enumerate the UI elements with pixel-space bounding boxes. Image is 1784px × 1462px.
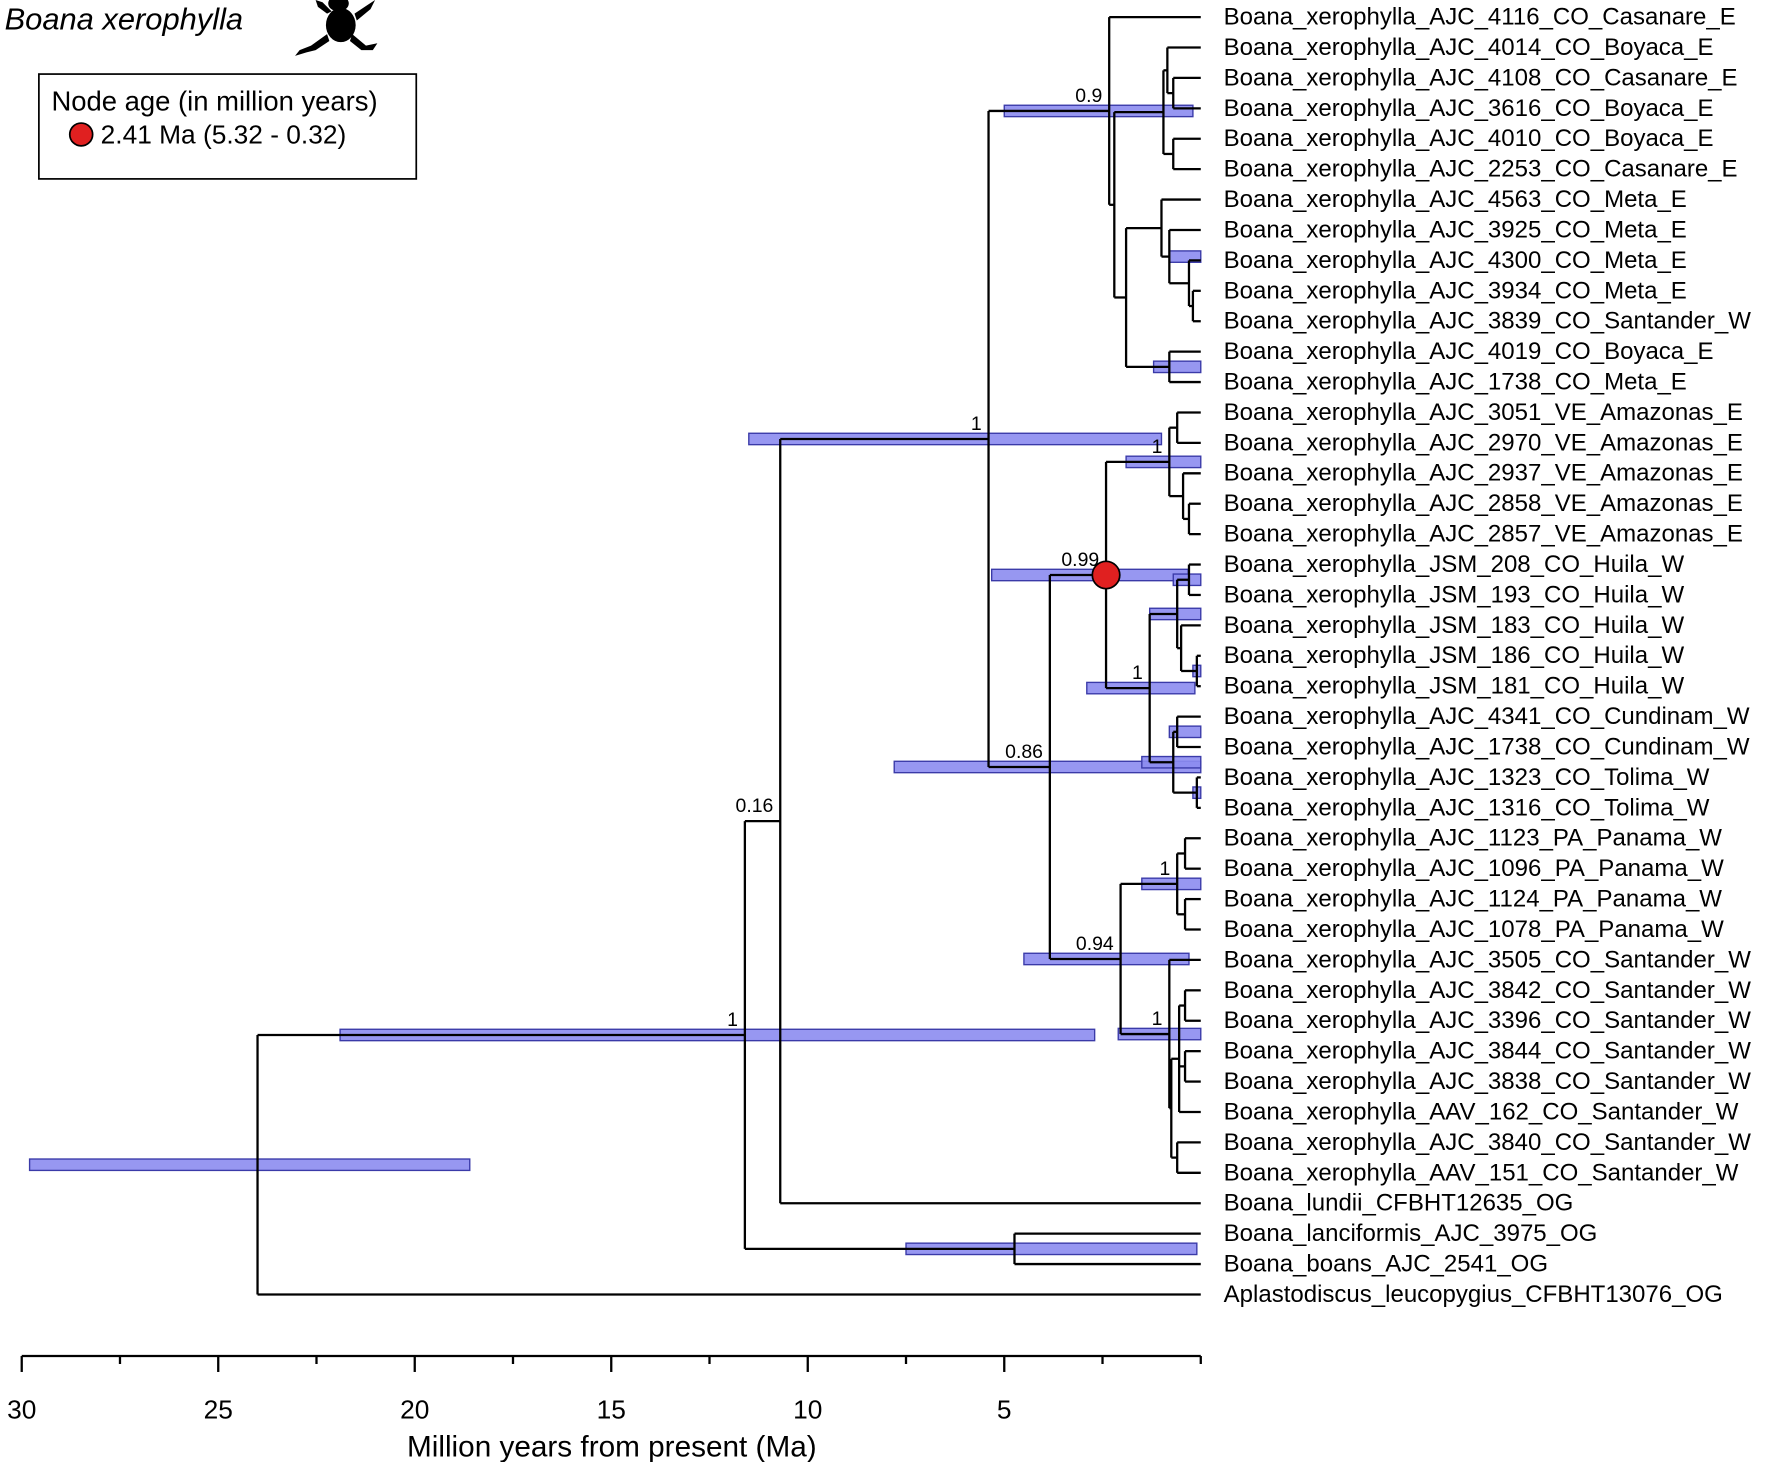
support-value: 1 <box>1152 436 1163 458</box>
support-value: 0.94 <box>1076 933 1114 955</box>
tip-label: Boana_xerophylla_AJC_4341_CO_Cundinam_W <box>1224 703 1750 730</box>
tip-label: Boana_xerophylla_AJC_4019_CO_Boyaca_E <box>1224 338 1714 365</box>
tip-label: Boana_lundii_CFBHT12635_OG <box>1224 1190 1574 1217</box>
support-value: 1 <box>971 413 982 435</box>
tip-label: Boana_xerophylla_AJC_3844_CO_Santander_W <box>1224 1038 1752 1065</box>
tip-label: Boana_xerophylla_JSM_183_CO_Huila_W <box>1224 612 1685 639</box>
x-tick-label: 5 <box>997 1395 1012 1425</box>
x-tick-label: 25 <box>204 1395 233 1425</box>
tip-label: Boana_xerophylla_AJC_3051_VE_Amazonas_E <box>1224 399 1743 426</box>
tip-label: Boana_xerophylla_AJC_2937_VE_Amazonas_E <box>1224 460 1743 487</box>
support-value: 1 <box>1160 858 1171 880</box>
tip-label: Boana_xerophylla_AJC_1738_CO_Meta_E <box>1224 369 1687 396</box>
tip-label: Boana_xerophylla_AJC_4300_CO_Meta_E <box>1224 247 1687 274</box>
tip-label: Boana_xerophylla_AJC_2858_VE_Amazonas_E <box>1224 490 1743 517</box>
frog-icon <box>295 0 378 56</box>
tip-label: Boana_xerophylla_AJC_3934_CO_Meta_E <box>1224 277 1687 304</box>
tip-label: Boana_lanciformis_AJC_3975_OG <box>1224 1220 1598 1247</box>
tip-label: Boana_xerophylla_AJC_1738_CO_Cundinam_W <box>1224 734 1750 761</box>
support-value: 0.99 <box>1061 549 1099 571</box>
title: Boana xerophylla <box>5 2 244 37</box>
hpd-bars <box>28 104 1202 1256</box>
axis-label: Million years from present (Ma) <box>407 1430 817 1462</box>
legend-box <box>38 73 418 180</box>
legend-heading: Node age (in million years) <box>51 86 377 117</box>
legend-text: 2.41 Ma (5.32 - 0.32) <box>101 120 347 150</box>
tip-label: Boana_xerophylla_JSM_208_CO_Huila_W <box>1224 551 1685 578</box>
tip-label: Boana_xerophylla_AJC_1096_PA_Panama_W <box>1224 855 1725 882</box>
tip-label: Boana_xerophylla_JSM_181_CO_Huila_W <box>1224 673 1685 700</box>
branches <box>256 15 1201 1296</box>
tip-label: Boana_boans_AJC_2541_OG <box>1224 1251 1548 1278</box>
hpd-bar <box>1168 725 1202 739</box>
tip-label: Boana_xerophylla_AJC_4014_CO_Boyaca_E <box>1224 34 1714 61</box>
x-tick-label: 15 <box>597 1395 626 1425</box>
tip-label: Boana_xerophylla_AJC_4108_CO_Casanare_E <box>1224 64 1738 91</box>
tip-label: Boana_xerophylla_AJC_3838_CO_Santander_W <box>1224 1068 1752 1095</box>
tip-label: Boana_xerophylla_AJC_3925_CO_Meta_E <box>1224 216 1687 243</box>
tip-label: Boana_xerophylla_JSM_186_CO_Huila_W <box>1224 642 1685 669</box>
legend-symbol <box>68 122 94 147</box>
support-value: 0.86 <box>1005 741 1043 763</box>
tip-label: Boana_xerophylla_AJC_4563_CO_Meta_E <box>1224 186 1687 213</box>
tip-label: Boana_xerophylla_AAV_151_CO_Santander_W <box>1224 1159 1739 1186</box>
x-tick-label: 30 <box>7 1395 36 1425</box>
legend: Node age (in million years) 2.41 Ma (5.3… <box>38 73 418 180</box>
tip-label: Boana_xerophylla_AJC_1323_CO_Tolima_W <box>1224 764 1710 791</box>
labels: 1 0.16 1 0.9 0.86 0.99 1 1 0.94 1 1 Boana_xerophyll… <box>727 4 1751 1308</box>
tip-label: Boana_xerophylla_AJC_3840_CO_Santander_W <box>1224 1129 1752 1156</box>
tip-label: Boana_xerophylla_AJC_3505_CO_Santander_W <box>1224 946 1752 973</box>
support-value: 0.9 <box>1075 85 1102 107</box>
tip-label: Boana_xerophylla_AJC_2253_CO_Casanare_E <box>1224 156 1738 183</box>
support-value: 1 <box>1132 662 1143 684</box>
tip-label: Boana_xerophylla_AJC_4116_CO_Casanare_E <box>1224 4 1736 31</box>
x-tick-label: 10 <box>793 1395 822 1425</box>
support-value: 1 <box>1152 1008 1163 1030</box>
tip-label: Boana_xerophylla_JSM_193_CO_Huila_W <box>1224 581 1685 608</box>
support-value: 1 <box>727 1009 738 1031</box>
tip-label: Boana_xerophylla_AAV_162_CO_Santander_W <box>1224 1098 1739 1125</box>
tip-label: Boana_xerophylla_AJC_1124_PA_Panama_W <box>1224 886 1723 913</box>
hpd-bar <box>28 1158 471 1172</box>
tip-label: Boana_xerophylla_AJC_3839_CO_Santander_W <box>1224 308 1752 335</box>
support-value: 0.16 <box>736 795 774 817</box>
tip-label: Boana_xerophylla_AJC_1316_CO_Tolima_W <box>1224 794 1710 821</box>
tip-label: Boana_xerophylla_AJC_2857_VE_Amazonas_E <box>1224 521 1743 548</box>
tip-label: Boana_xerophylla_AJC_3616_CO_Boyaca_E <box>1224 95 1714 122</box>
tip-label: Boana_xerophylla_AJC_4010_CO_Boyaca_E <box>1224 125 1714 152</box>
highlighted-node <box>1091 560 1121 590</box>
tip-label: Boana_xerophylla_AJC_3396_CO_Santander_W <box>1224 1007 1752 1034</box>
tip-label: Boana_xerophylla_AJC_1078_PA_Panama_W <box>1224 916 1725 943</box>
tip-label: Aplastodiscus_leucopygius_CFBHT13076_OG <box>1224 1281 1723 1308</box>
x-tick-label: 20 <box>400 1395 429 1425</box>
tip-label: Boana_xerophylla_AJC_2970_VE_Amazonas_E <box>1224 429 1743 456</box>
tip-label: Boana_xerophylla_AJC_3842_CO_Santander_W <box>1224 977 1752 1004</box>
tip-label: Boana_xerophylla_AJC_1123_PA_Panama_W <box>1224 825 1723 852</box>
